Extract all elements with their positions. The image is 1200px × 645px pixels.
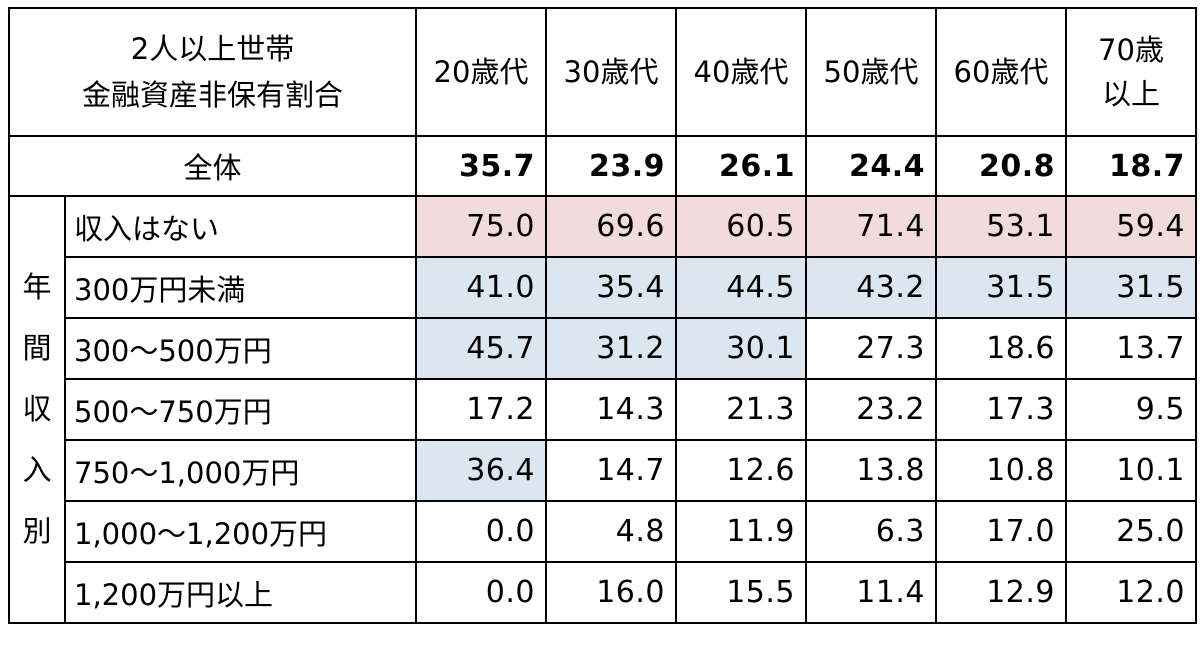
column-header-line1: 30歳代 — [563, 55, 659, 89]
value-cell: 10.1 — [1065, 439, 1197, 502]
financial-asset-table: 2人以上世帯 金融資産非保有割合 20歳代 30歳代 40歳代 50歳代 60歳代 70歳… — [8, 7, 1197, 624]
row-label: 収入はない — [64, 195, 417, 258]
total-value-cell: 26.1 — [675, 135, 807, 197]
value-cell: 31.5 — [1065, 256, 1197, 319]
value-cell: 16.0 — [545, 561, 677, 624]
value-cell: 12.0 — [1065, 561, 1197, 624]
row-label: 300万円未満 — [64, 256, 417, 319]
value-cell: 17.3 — [935, 378, 1067, 441]
table-title-line2: 金融資産非保有割合 — [81, 78, 343, 112]
column-header: 70歳以上 — [1065, 7, 1197, 137]
table-title-line1: 2人以上世帯 — [130, 32, 295, 66]
value-cell: 6.3 — [805, 500, 937, 563]
value-cell: 45.7 — [415, 317, 547, 380]
side-label-char: 収 — [22, 392, 52, 426]
value-cell: 21.3 — [675, 378, 807, 441]
value-cell: 71.4 — [805, 195, 937, 258]
total-value-cell: 24.4 — [805, 135, 937, 197]
table-title-cell: 2人以上世帯 金融資産非保有割合 — [8, 7, 417, 137]
value-cell: 10.8 — [935, 439, 1067, 502]
value-cell: 23.2 — [805, 378, 937, 441]
column-header-line1: 20歳代 — [433, 55, 529, 89]
side-label-char: 年 — [22, 270, 52, 304]
value-cell: 18.6 — [935, 317, 1067, 380]
value-cell: 0.0 — [415, 561, 547, 624]
column-header: 20歳代 — [415, 7, 547, 137]
total-label: 全体 — [8, 135, 417, 197]
side-label-char: 入 — [22, 453, 52, 487]
table-row: 750～1,000万円 36.4 14.7 12.6 13.8 10.8 10.1 — [9, 439, 1197, 502]
column-header-line1: 40歳代 — [693, 55, 789, 89]
value-cell: 31.2 — [545, 317, 677, 380]
total-value-cell: 35.7 — [415, 135, 547, 197]
total-value-cell: 23.9 — [545, 135, 677, 197]
value-cell: 15.5 — [675, 561, 807, 624]
table-row: 500～750万円 17.2 14.3 21.3 23.2 17.3 9.5 — [9, 378, 1197, 441]
row-label: 1,200万円以上 — [64, 561, 417, 624]
value-cell: 75.0 — [415, 195, 547, 258]
value-cell: 17.0 — [935, 500, 1067, 563]
value-cell: 17.2 — [415, 378, 547, 441]
total-row: 全体 35.7 23.9 26.1 24.4 20.8 18.7 — [8, 135, 1197, 197]
value-cell: 60.5 — [675, 195, 807, 258]
value-cell: 35.4 — [545, 256, 677, 319]
total-value-cell: 20.8 — [935, 135, 1067, 197]
column-header: 50歳代 — [805, 7, 937, 137]
column-header-line1: 60歳代 — [953, 55, 1049, 89]
column-header-line1: 70歳 — [1098, 33, 1164, 67]
value-cell: 27.3 — [805, 317, 937, 380]
table-row: 300～500万円 45.7 31.2 30.1 27.3 18.6 13.7 — [9, 317, 1197, 380]
value-cell: 13.7 — [1065, 317, 1197, 380]
value-cell: 41.0 — [415, 256, 547, 319]
value-cell: 69.6 — [545, 195, 677, 258]
value-cell: 13.8 — [805, 439, 937, 502]
header-row: 2人以上世帯 金融資産非保有割合 20歳代 30歳代 40歳代 50歳代 60歳代 70歳… — [8, 7, 1197, 137]
column-header: 30歳代 — [545, 7, 677, 137]
column-header: 40歳代 — [675, 7, 807, 137]
side-label-char: 別 — [22, 514, 52, 548]
value-cell: 12.6 — [675, 439, 807, 502]
row-label: 300～500万円 — [64, 317, 417, 380]
row-label: 750～1,000万円 — [64, 439, 417, 502]
side-label-char: 間 — [22, 331, 52, 365]
value-cell: 59.4 — [1065, 195, 1197, 258]
value-cell: 0.0 — [415, 500, 547, 563]
value-cell: 53.1 — [935, 195, 1067, 258]
row-label: 500～750万円 — [64, 378, 417, 441]
value-cell: 44.5 — [675, 256, 807, 319]
value-cell: 31.5 — [935, 256, 1067, 319]
value-cell: 9.5 — [1065, 378, 1197, 441]
column-header-line2: 以上 — [1101, 77, 1160, 111]
value-cell: 43.2 — [805, 256, 937, 319]
value-cell: 4.8 — [545, 500, 677, 563]
value-cell: 14.3 — [545, 378, 677, 441]
value-cell: 25.0 — [1065, 500, 1197, 563]
column-header: 60歳代 — [935, 7, 1067, 137]
value-cell: 11.4 — [805, 561, 937, 624]
value-cell: 36.4 — [415, 439, 547, 502]
value-cell: 30.1 — [675, 317, 807, 380]
value-cell: 14.7 — [545, 439, 677, 502]
side-label-annual-income: 年間収入別 — [8, 195, 66, 624]
total-value-cell: 18.7 — [1065, 135, 1197, 197]
row-label: 1,000～1,200万円 — [64, 500, 417, 563]
table-row: 1,200万円以上 0.0 16.0 15.5 11.4 12.9 12.0 — [9, 561, 1197, 624]
value-cell: 11.9 — [675, 500, 807, 563]
table-row: 300万円未満 41.0 35.4 44.5 43.2 31.5 31.5 — [9, 256, 1197, 319]
value-cell: 12.9 — [935, 561, 1067, 624]
table-row: 年間収入別収入はない 75.0 69.6 60.5 71.4 53.1 59.4 — [8, 195, 1197, 624]
column-header-line1: 50歳代 — [823, 55, 919, 89]
table-row: 1,000～1,200万円 0.0 4.8 11.9 6.3 17.0 25.0 — [9, 500, 1197, 563]
